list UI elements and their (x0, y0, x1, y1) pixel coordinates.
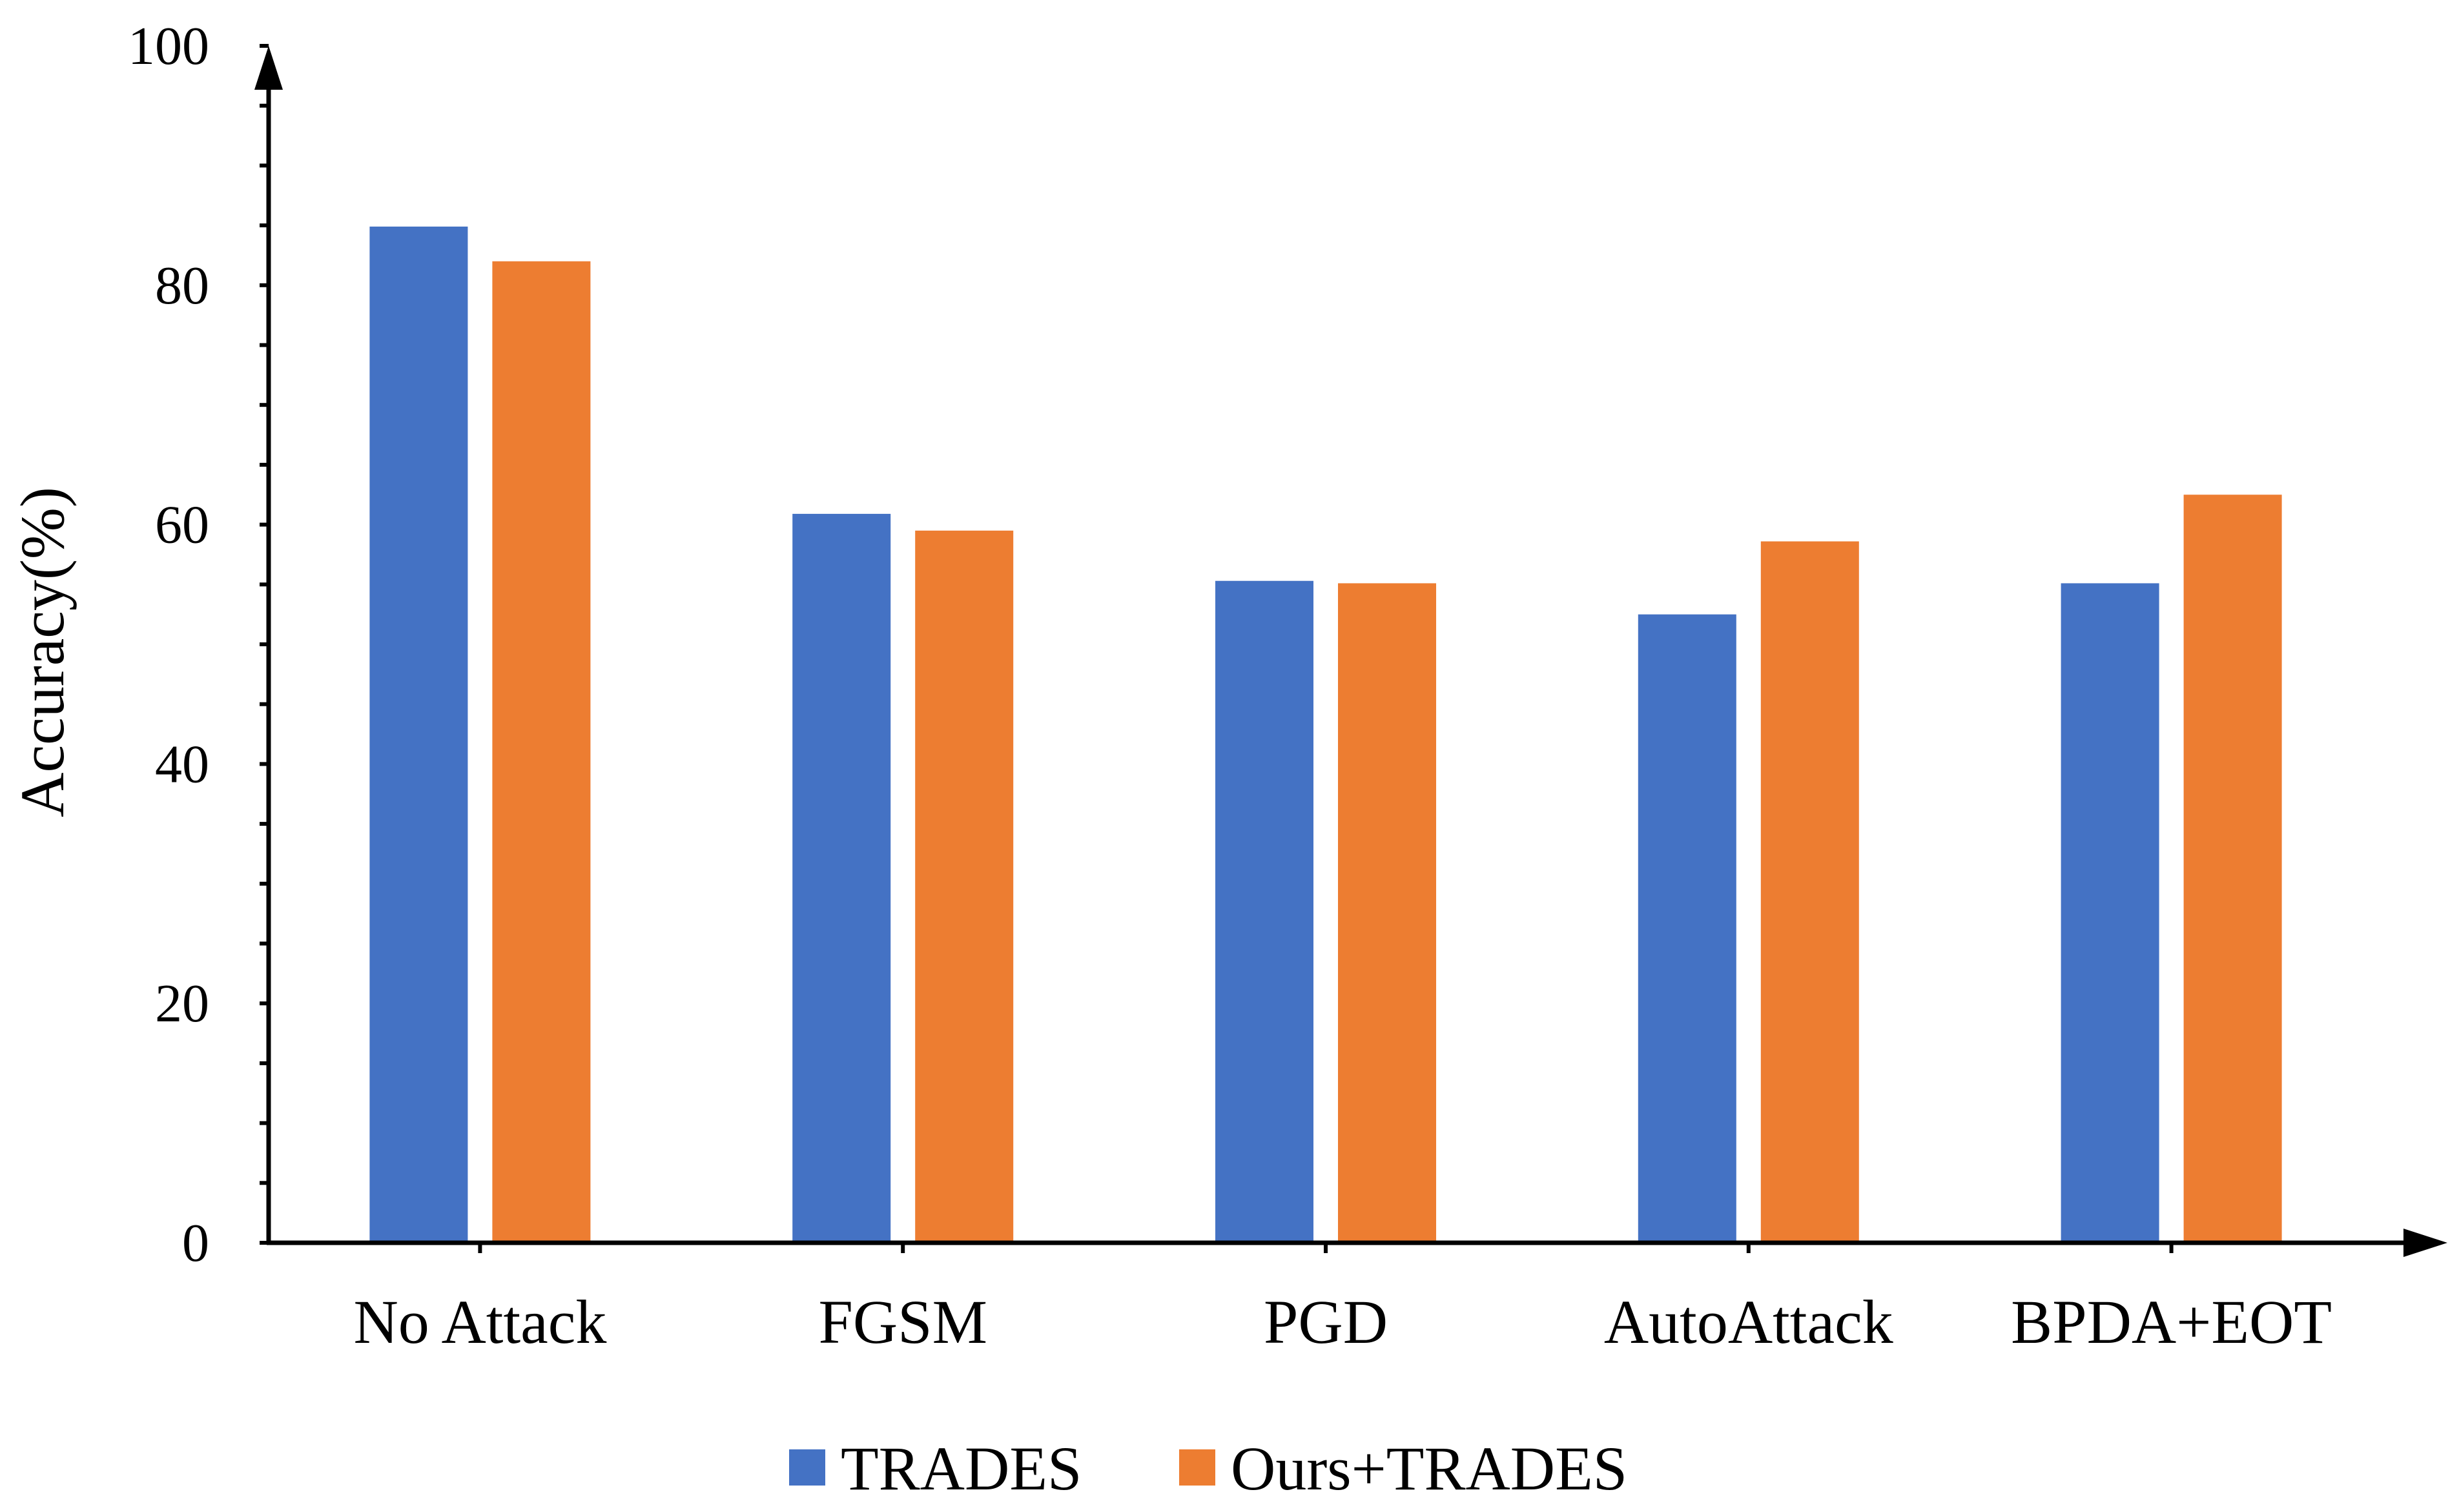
bar-trades-1 (792, 513, 891, 1243)
bar-trades-3 (1638, 614, 1736, 1243)
legend-label-trades: TRADES (841, 1434, 1082, 1503)
y-axis-arrow (254, 46, 283, 90)
legend-swatch-ours-trades (1179, 1449, 1215, 1486)
y-tick-label: 100 (128, 16, 209, 76)
y-tick-label: 60 (155, 495, 209, 555)
axes-layer (254, 46, 2447, 1257)
bar-ours-trades-1 (915, 530, 1014, 1243)
y-tick-label: 0 (182, 1213, 209, 1273)
x-tick-label: BPDA+EOT (2011, 1287, 2332, 1356)
bars-layer (369, 226, 2282, 1243)
bar-ours-trades-2 (1338, 583, 1436, 1243)
bar-ours-trades-0 (492, 261, 591, 1243)
x-tick-label: No Attack (353, 1287, 606, 1356)
x-tick-label: PGD (1264, 1287, 1388, 1356)
x-tick-label: AutoAttack (1604, 1287, 1893, 1356)
legend-swatch-trades (789, 1449, 825, 1486)
y-tick-label: 40 (155, 734, 209, 794)
y-axis-title: Accuracy(%) (8, 487, 77, 817)
x-axis-arrow (2403, 1229, 2447, 1257)
bar-ours-trades-4 (2183, 495, 2282, 1243)
bar-trades-0 (369, 226, 468, 1243)
ticks-layer: 0 20 40 60 80 100 No Attack FGSM PGD AutoAttack BP… (128, 16, 2332, 1356)
bar-trades-2 (1215, 580, 1313, 1243)
legend: TRADES Ours+TRADES (789, 1434, 1627, 1503)
x-tick-label: FGSM (818, 1287, 987, 1356)
legend-label-ours-trades: Ours+TRADES (1231, 1434, 1627, 1503)
bar-ours-trades-3 (1760, 541, 1859, 1243)
bar-trades-4 (2061, 583, 2159, 1243)
y-tick-label: 80 (155, 256, 209, 316)
y-tick-label: 20 (155, 974, 209, 1034)
